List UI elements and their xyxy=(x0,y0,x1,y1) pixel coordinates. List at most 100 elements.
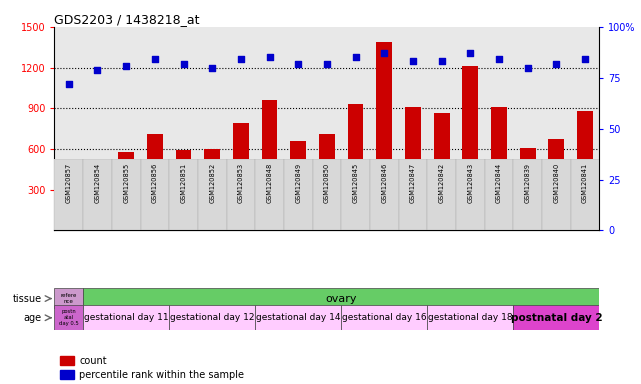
Text: refere
nce: refere nce xyxy=(61,293,77,304)
Bar xyxy=(61,172,77,230)
Bar xyxy=(405,107,421,230)
Text: gestational day 14: gestational day 14 xyxy=(256,313,340,322)
Bar xyxy=(83,305,169,330)
Text: tissue: tissue xyxy=(12,293,42,304)
Point xyxy=(351,55,361,61)
Point xyxy=(121,63,131,69)
Bar xyxy=(226,159,255,230)
Point xyxy=(580,56,590,63)
Bar xyxy=(456,159,485,230)
Text: GSM120852: GSM120852 xyxy=(209,163,215,203)
Point xyxy=(465,50,476,56)
Point xyxy=(178,60,188,66)
Text: ovary: ovary xyxy=(326,293,357,304)
Text: GSM120840: GSM120840 xyxy=(553,163,560,203)
Point xyxy=(63,81,74,87)
Text: GSM120848: GSM120848 xyxy=(267,163,272,203)
Bar xyxy=(462,66,478,230)
Text: GSM120850: GSM120850 xyxy=(324,163,330,203)
Bar xyxy=(376,42,392,230)
Text: gestational day 12: gestational day 12 xyxy=(170,313,254,322)
Bar xyxy=(198,159,226,230)
Text: age: age xyxy=(24,313,42,323)
Bar xyxy=(570,159,599,230)
Point xyxy=(437,58,447,65)
Point xyxy=(92,66,103,73)
Bar xyxy=(119,152,134,230)
Text: GSM120847: GSM120847 xyxy=(410,163,416,203)
Bar xyxy=(520,148,535,230)
Text: GSM120856: GSM120856 xyxy=(152,163,158,203)
Text: GSM120846: GSM120846 xyxy=(381,163,387,203)
Bar xyxy=(233,123,249,230)
Bar xyxy=(54,159,83,230)
Bar xyxy=(83,159,112,230)
Point xyxy=(322,60,332,66)
Text: postn
atal
day 0.5: postn atal day 0.5 xyxy=(59,310,79,326)
Text: count: count xyxy=(79,356,106,366)
Bar xyxy=(347,104,363,230)
Point xyxy=(379,50,389,56)
Bar xyxy=(176,151,192,230)
Bar xyxy=(428,305,513,330)
Text: GSM120845: GSM120845 xyxy=(353,163,358,203)
Bar xyxy=(428,159,456,230)
Point xyxy=(265,55,275,61)
Text: GSM120857: GSM120857 xyxy=(66,163,72,203)
Text: GSM120849: GSM120849 xyxy=(296,163,301,203)
Bar xyxy=(169,305,255,330)
Text: GSM120855: GSM120855 xyxy=(123,163,129,203)
Bar xyxy=(284,159,313,230)
Bar xyxy=(341,305,428,330)
Bar xyxy=(90,161,105,230)
Bar xyxy=(169,159,198,230)
Text: GSM120853: GSM120853 xyxy=(238,163,244,203)
Point xyxy=(408,58,418,65)
Text: percentile rank within the sample: percentile rank within the sample xyxy=(79,369,244,380)
Point xyxy=(293,60,303,66)
Bar xyxy=(370,159,399,230)
Bar xyxy=(434,113,449,230)
Bar xyxy=(54,305,83,330)
Bar xyxy=(255,305,341,330)
Text: GSM120842: GSM120842 xyxy=(438,163,445,203)
Bar xyxy=(542,159,570,230)
Text: GSM120851: GSM120851 xyxy=(181,163,187,203)
Bar xyxy=(341,159,370,230)
Bar xyxy=(255,159,284,230)
Text: gestational day 18: gestational day 18 xyxy=(428,313,513,322)
Text: GSM120841: GSM120841 xyxy=(582,163,588,203)
Bar xyxy=(60,370,74,379)
Bar xyxy=(54,288,83,309)
Bar xyxy=(140,159,169,230)
Bar xyxy=(491,107,507,230)
Bar xyxy=(112,159,140,230)
Bar xyxy=(204,149,220,230)
Bar xyxy=(485,159,513,230)
Bar xyxy=(399,159,428,230)
Bar xyxy=(147,134,163,230)
Text: GSM120843: GSM120843 xyxy=(467,163,473,203)
Point xyxy=(150,56,160,63)
Text: gestational day 11: gestational day 11 xyxy=(84,313,169,322)
Text: GSM120839: GSM120839 xyxy=(524,163,531,203)
Point xyxy=(494,56,504,63)
Text: GSM120854: GSM120854 xyxy=(94,163,101,203)
Point xyxy=(522,65,533,71)
Bar xyxy=(549,139,564,230)
Bar xyxy=(513,305,599,330)
Bar xyxy=(60,356,74,366)
Text: GSM120844: GSM120844 xyxy=(496,163,502,203)
Bar xyxy=(319,134,335,230)
Text: GDS2203 / 1438218_at: GDS2203 / 1438218_at xyxy=(54,13,200,26)
Bar xyxy=(577,111,593,230)
Bar xyxy=(513,159,542,230)
Bar xyxy=(262,100,278,230)
Text: postnatal day 2: postnatal day 2 xyxy=(510,313,602,323)
Point xyxy=(207,65,217,71)
Bar xyxy=(313,159,341,230)
Point xyxy=(236,56,246,63)
Bar xyxy=(290,141,306,230)
Text: gestational day 16: gestational day 16 xyxy=(342,313,426,322)
Point xyxy=(551,60,562,66)
